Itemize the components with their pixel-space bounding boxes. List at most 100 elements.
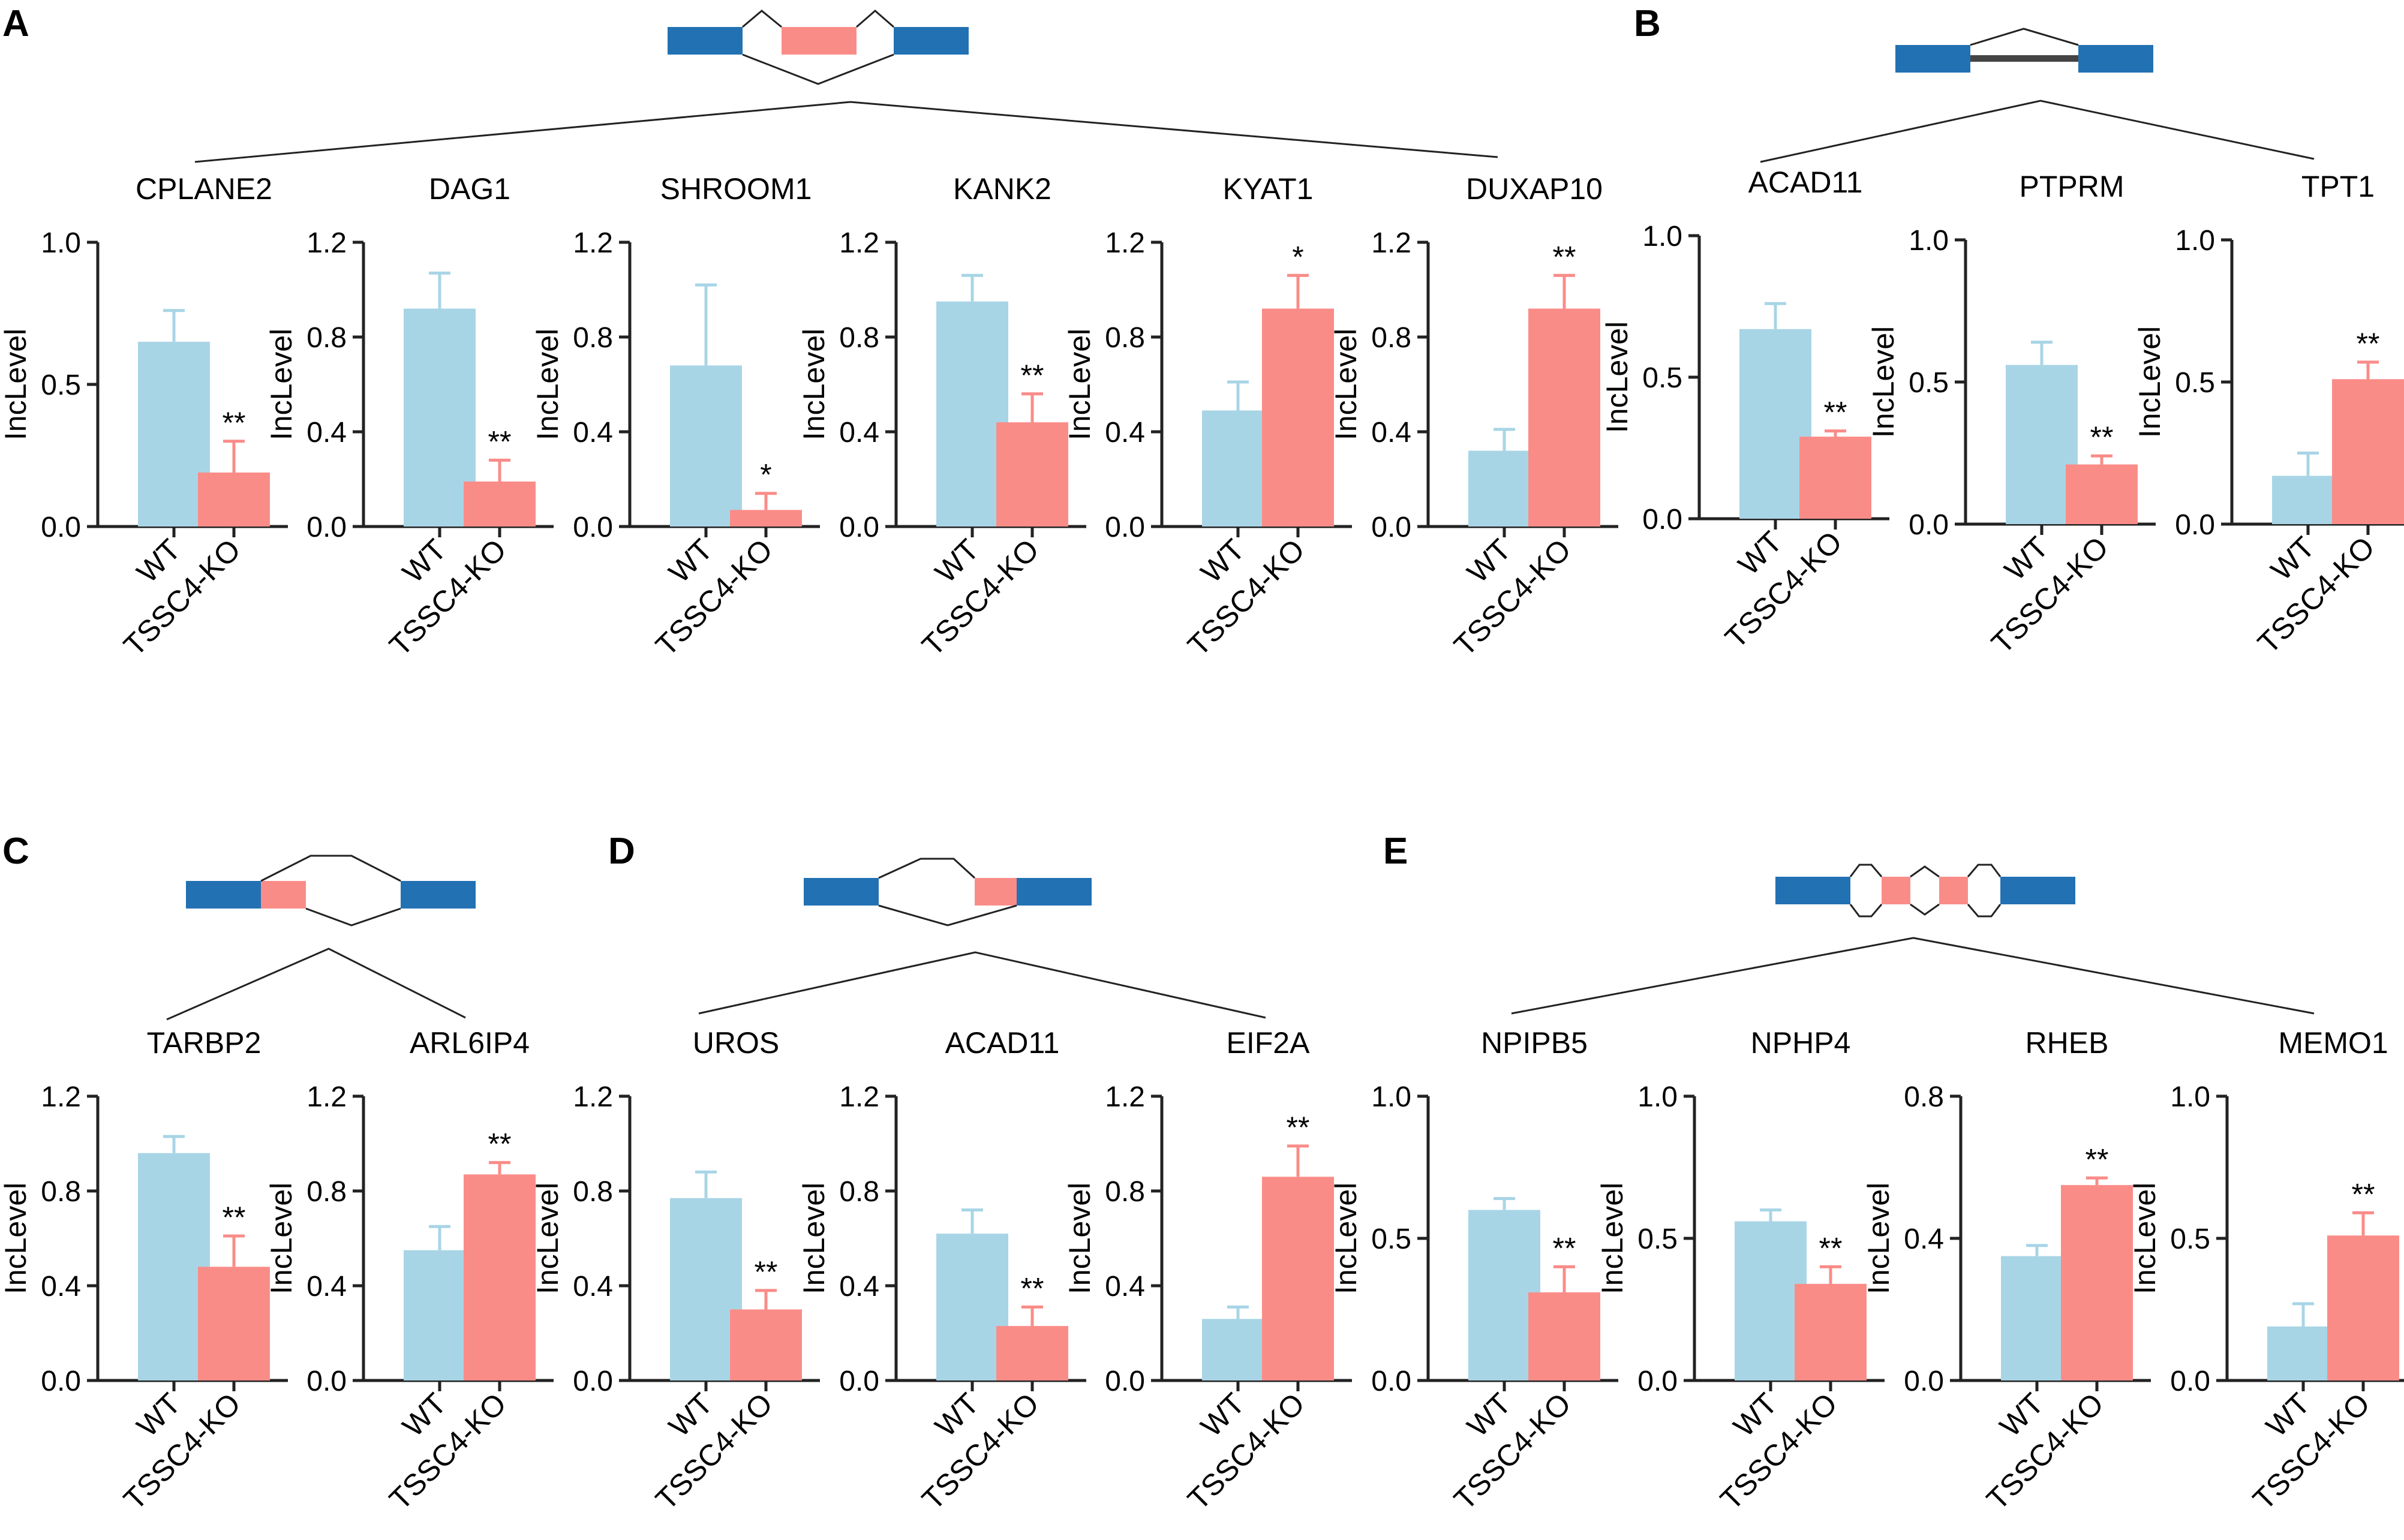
panel-letter-c: C — [2, 831, 29, 872]
y-axis-label: IncLevel — [265, 1183, 298, 1294]
bar-ko — [1262, 1177, 1334, 1380]
y-tick-label: 0.8 — [306, 1176, 347, 1208]
significance-marker: ** — [2086, 1142, 2109, 1176]
significance-marker: * — [1292, 240, 1303, 273]
significance-marker: ** — [1824, 396, 1847, 429]
y-axis-label: IncLevel — [531, 1183, 564, 1294]
y-tick-label: 0.0 — [1371, 1365, 1411, 1397]
junction-inclusion — [856, 10, 894, 28]
retained-intron — [1970, 55, 2078, 62]
bar-ko — [1799, 437, 1871, 519]
bar-ko — [1262, 308, 1334, 527]
exon-mutually-exclusive-2 — [1939, 877, 1968, 904]
exon-downstream — [401, 881, 476, 909]
y-tick-label: 0.5 — [1371, 1223, 1411, 1255]
y-tick-label: 0.0 — [573, 512, 613, 543]
y-tick-label: 1.2 — [306, 1081, 347, 1113]
diagram-connector — [698, 951, 1266, 1019]
y-tick-label: 1.0 — [1371, 1081, 1411, 1113]
chart-title: SHROOM1 — [660, 172, 812, 206]
y-tick-label: 0.8 — [1904, 1081, 1944, 1113]
y-tick-label: 0.0 — [41, 512, 81, 543]
significance-marker: ** — [223, 406, 246, 440]
exon-alternative — [782, 27, 857, 55]
y-tick-label: 0.8 — [41, 1176, 81, 1208]
panel-letter-b: B — [1634, 3, 1661, 44]
diagram-connector — [1760, 100, 2315, 163]
bar-ko — [1528, 308, 1600, 527]
y-axis-label: IncLevel — [0, 1183, 32, 1294]
bar-ko — [464, 481, 536, 527]
bar-wt — [670, 365, 742, 527]
y-tick-label: 0.4 — [839, 1271, 879, 1303]
diagram-connector — [166, 948, 466, 1021]
exon-alternative-region — [261, 881, 306, 909]
bar-ko — [730, 510, 802, 527]
chart-title: EIF2A — [1227, 1026, 1311, 1060]
y-tick-label: 1.0 — [41, 227, 81, 259]
y-axis-label: IncLevel — [265, 329, 298, 440]
y-axis-label: IncLevel — [1329, 1183, 1363, 1294]
bar-ko — [464, 1174, 536, 1380]
y-tick-label: 1.0 — [1909, 225, 1949, 257]
y-tick-label: 0.0 — [839, 512, 879, 543]
junction — [1967, 904, 2002, 918]
junction — [1910, 865, 1940, 878]
y-tick-label: 0.8 — [573, 322, 613, 354]
chart-title: UROS — [693, 1026, 779, 1060]
exon-alternative-region — [975, 878, 1017, 906]
significance-marker: ** — [2352, 1177, 2375, 1211]
junction-inclusion — [742, 10, 782, 28]
y-tick-label: 1.0 — [1642, 221, 1682, 252]
y-tick-label: 0.4 — [573, 1271, 613, 1303]
y-tick-label: 0.8 — [839, 322, 879, 354]
exon-upstream — [1895, 45, 1970, 73]
y-tick-label: 0.5 — [2170, 1223, 2210, 1255]
y-tick-label: 0.8 — [1105, 322, 1145, 354]
exon-downstream — [1017, 878, 1092, 906]
bar-ko — [2061, 1185, 2133, 1380]
junction-splice — [1970, 28, 2079, 46]
y-tick-label: 1.2 — [573, 1081, 613, 1113]
bar-ko — [1528, 1292, 1600, 1380]
y-tick-label: 0.4 — [573, 417, 613, 449]
bar-ko — [730, 1309, 802, 1380]
chart-title: NPIPB5 — [1481, 1026, 1588, 1060]
junction-long — [878, 858, 976, 879]
significance-marker: ** — [488, 1127, 512, 1161]
y-tick-label: 0.4 — [1105, 1271, 1145, 1303]
y-tick-label: 0.8 — [306, 322, 347, 354]
y-tick-label: 0.0 — [573, 1365, 613, 1397]
y-axis-label: IncLevel — [1595, 1183, 1629, 1294]
significance-marker: ** — [1819, 1231, 1843, 1265]
chart-title: TARBP2 — [147, 1026, 262, 1060]
y-tick-label: 1.2 — [573, 227, 613, 259]
y-axis-label: IncLevel — [1867, 326, 1900, 438]
y-tick-label: 1.2 — [1371, 227, 1411, 259]
junction — [1849, 864, 1883, 877]
y-axis-label: IncLevel — [1063, 1183, 1096, 1294]
panel-letter-d: D — [608, 831, 635, 872]
junction-skipping — [742, 53, 894, 85]
chart-title: KYAT1 — [1223, 172, 1314, 206]
junction — [1910, 903, 1940, 916]
chart-title: PTPRM — [2020, 170, 2124, 203]
exon-upstream — [668, 27, 743, 55]
y-tick-label: 0.4 — [1105, 417, 1145, 449]
chart-title: ACAD11 — [1748, 166, 1863, 199]
y-tick-label: 0.0 — [1637, 1365, 1678, 1397]
y-axis-label: IncLevel — [797, 1183, 831, 1294]
exon-upstream — [804, 878, 879, 906]
y-axis-label: IncLevel — [797, 329, 831, 440]
junction — [1967, 864, 2002, 877]
